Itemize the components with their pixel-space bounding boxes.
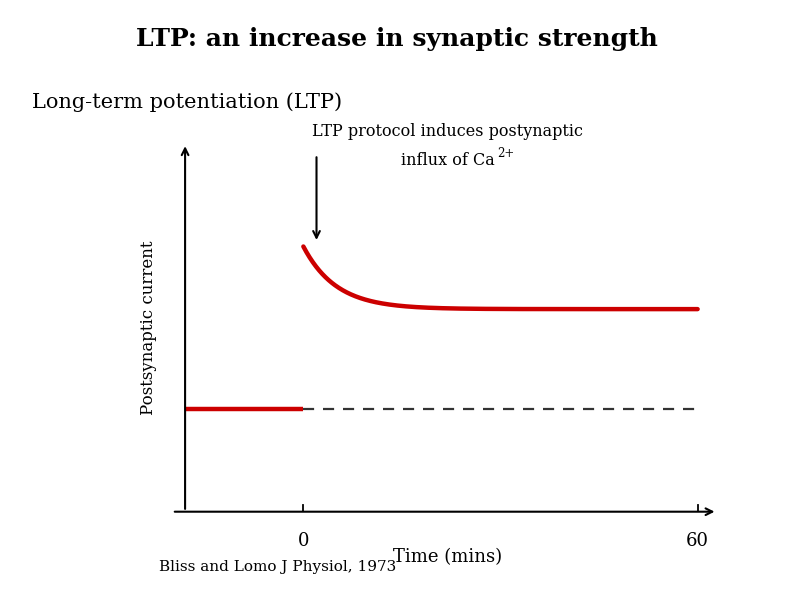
Text: Long-term potentiation (LTP): Long-term potentiation (LTP) — [32, 92, 342, 112]
Text: Bliss and Lomo J Physiol, 1973: Bliss and Lomo J Physiol, 1973 — [159, 560, 396, 574]
Text: Time (mins): Time (mins) — [393, 549, 503, 566]
Text: 60: 60 — [686, 532, 709, 550]
Text: LTP protocol induces postynaptic: LTP protocol induces postynaptic — [312, 123, 584, 140]
Text: influx of Ca: influx of Ca — [401, 152, 495, 169]
Text: LTP: an increase in synaptic strength: LTP: an increase in synaptic strength — [136, 27, 658, 51]
Text: 2+: 2+ — [497, 147, 515, 160]
Text: 0: 0 — [298, 532, 309, 550]
Text: Postsynaptic current: Postsynaptic current — [141, 240, 157, 415]
